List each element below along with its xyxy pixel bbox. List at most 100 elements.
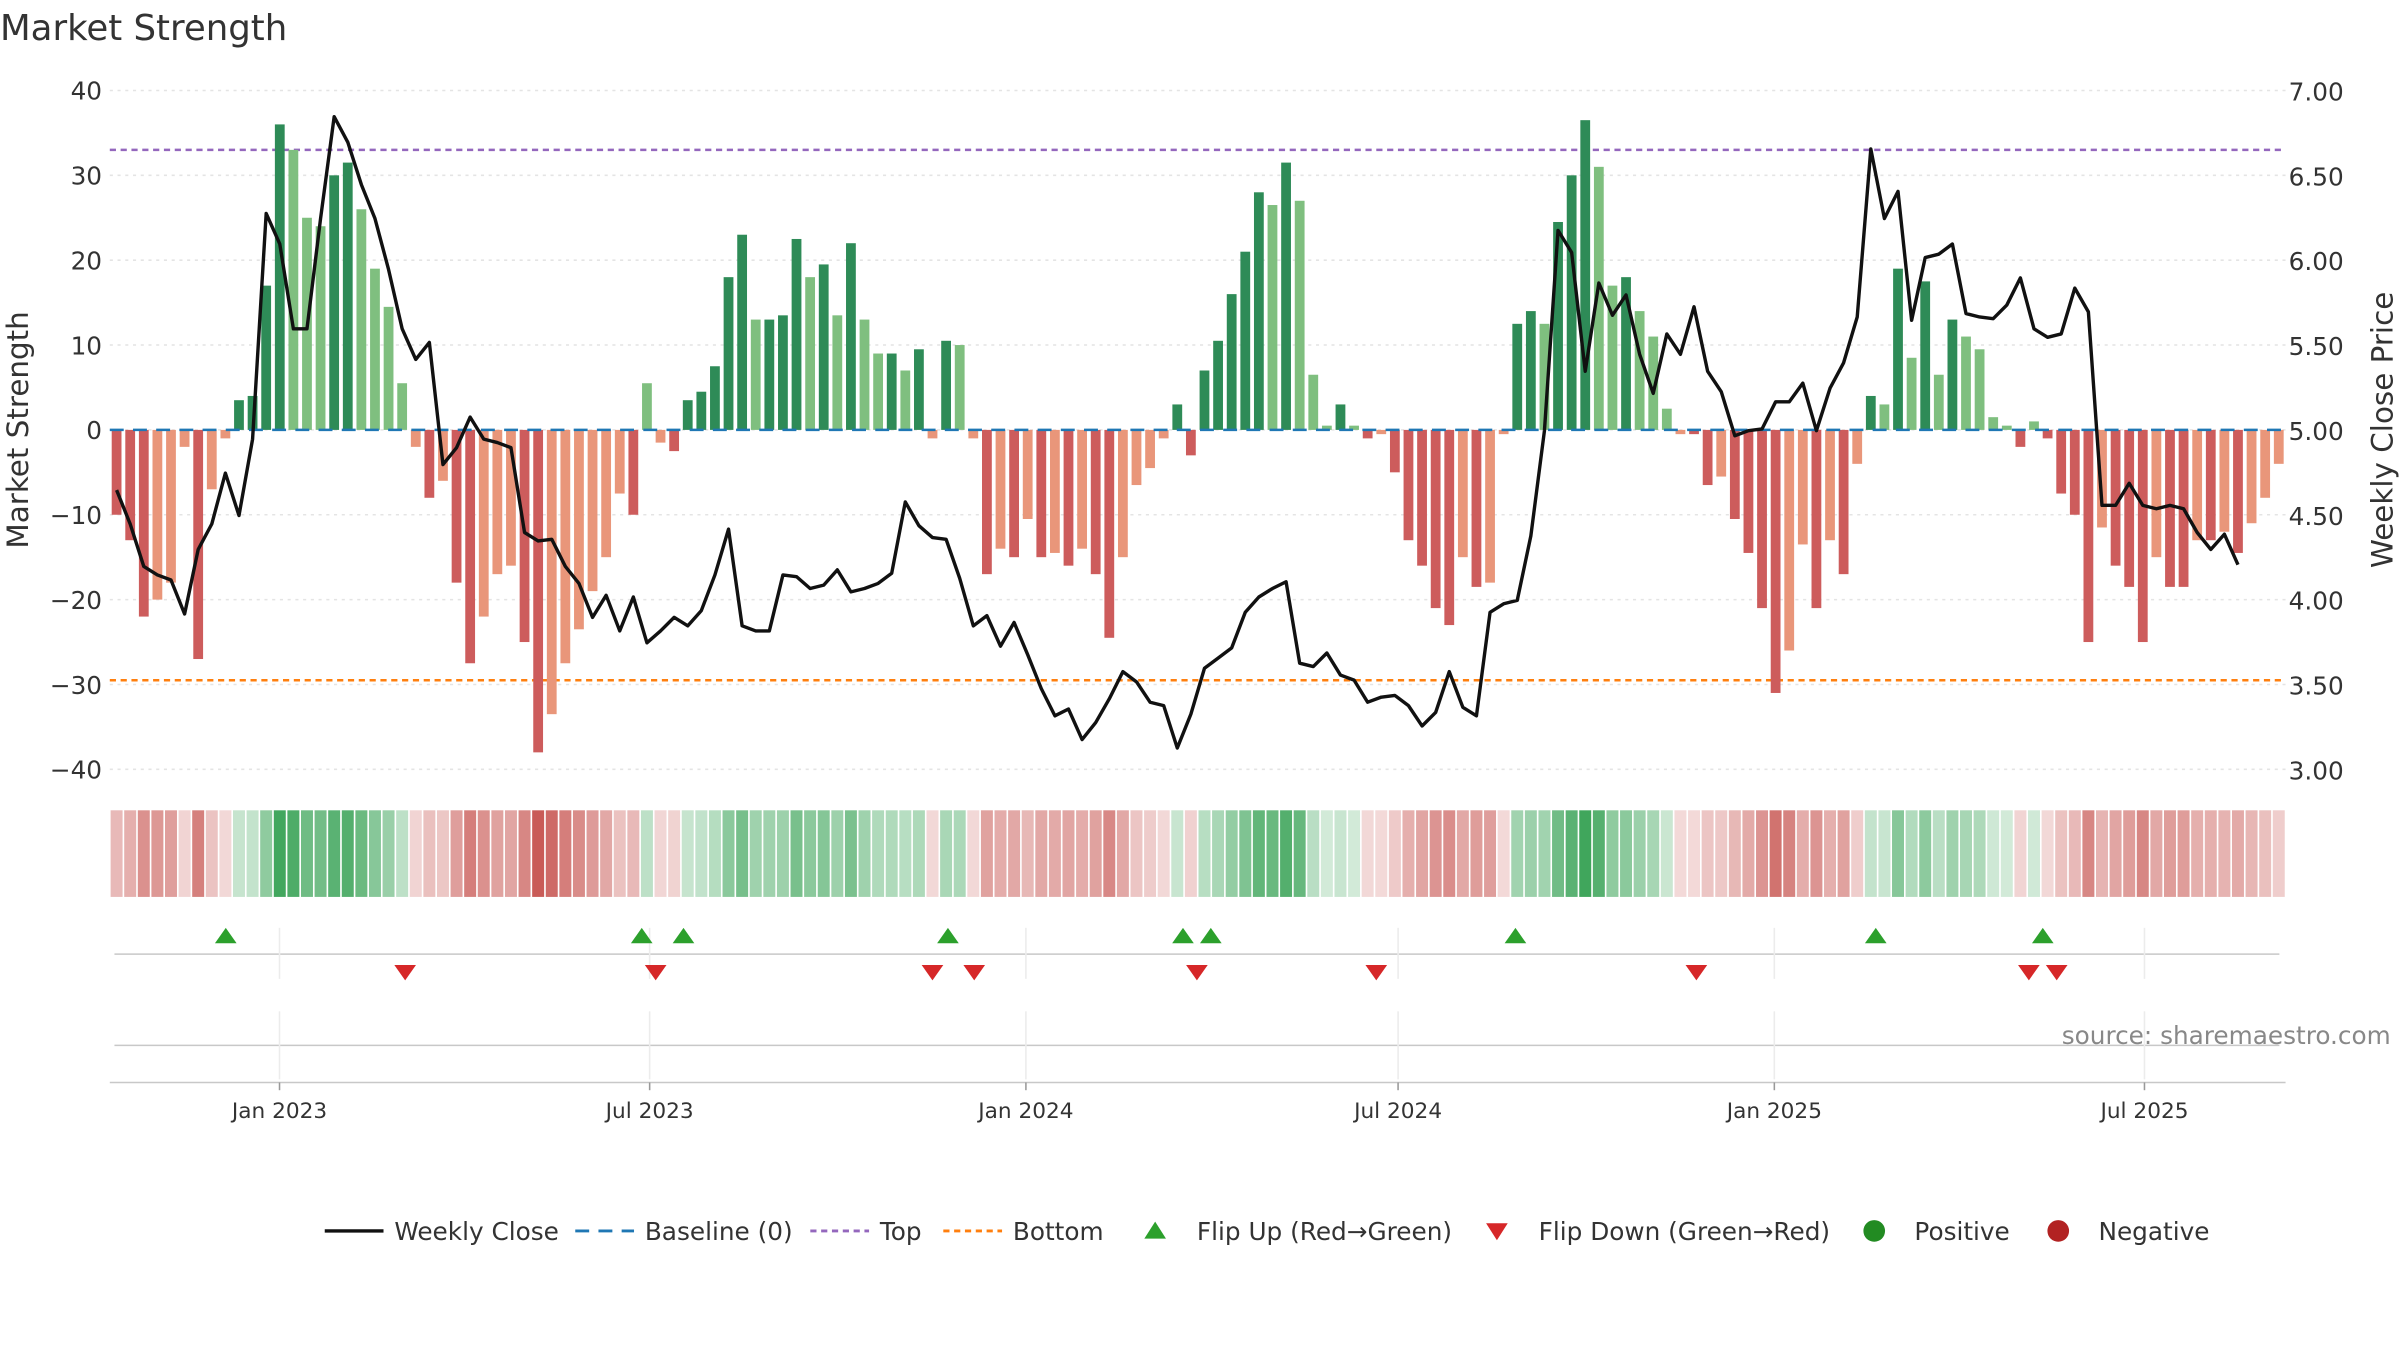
strip-cell (205, 810, 218, 897)
strip-cell (1307, 810, 1320, 897)
strip-cell (219, 810, 232, 897)
strip-cell (1932, 810, 1945, 897)
strip-cell (2191, 810, 2204, 897)
strength-bar (1512, 323, 1523, 430)
strip-cell (1592, 810, 1605, 897)
strip-cell (1280, 810, 1293, 897)
strip-cell (872, 810, 885, 897)
source-credit: source: sharemaestro.com (2062, 1021, 2391, 1050)
strength-bar (886, 353, 897, 430)
strip-cell (2204, 810, 2217, 897)
y-tick-label: −10 (50, 501, 102, 530)
strip-cell (1878, 810, 1891, 897)
flip-down-marker (1186, 964, 1208, 981)
y-tick-label: 20 (71, 246, 102, 275)
strip-cell (518, 810, 531, 897)
strength-bar (288, 149, 299, 430)
legend-negative-dot (2047, 1220, 2070, 1242)
strip-cell (912, 810, 925, 897)
strength-bar (628, 429, 639, 515)
strip-cell (287, 810, 300, 897)
strength-bar (274, 124, 285, 430)
strength-bar (2029, 421, 2039, 430)
strength-bar (1281, 162, 1291, 430)
legend-label: Weekly Close (394, 1217, 559, 1246)
strip-cell (600, 810, 613, 897)
strip-cell (1361, 810, 1374, 897)
strip-cell (586, 810, 599, 897)
strength-bars (111, 120, 2284, 753)
strength-bar (1689, 429, 1699, 435)
strip-cell (2096, 810, 2108, 897)
strength-bar (723, 277, 734, 430)
left-axis: 40 30 20 10 0 −10 −20 −30 −40 (50, 77, 102, 785)
strength-bar (574, 429, 584, 630)
strip-cell (450, 810, 463, 897)
strength-bar (1117, 429, 1128, 558)
strength-bar (2042, 429, 2053, 439)
strength-bar (506, 429, 516, 566)
strip-cell (613, 810, 626, 897)
legend-label: Top (879, 1217, 922, 1246)
strength-bar (1661, 408, 1672, 430)
strength-bar (764, 319, 775, 430)
strength-bar (1158, 429, 1169, 439)
strip-cell (763, 810, 776, 897)
strip-cell (940, 810, 953, 897)
strip-cell (1021, 810, 1034, 897)
strip-cell (1348, 810, 1361, 897)
strip-cell (722, 810, 735, 897)
markers-panel (114, 1011, 2280, 1080)
strength-bar (2110, 429, 2121, 566)
strip-cell (1538, 810, 1551, 897)
strip-cell (2028, 810, 2040, 897)
strip-cell (300, 810, 313, 897)
strip-cell (2163, 810, 2176, 897)
strip-cell (1184, 810, 1197, 897)
strip-cell (953, 810, 966, 897)
flip-up-marker (2031, 927, 2054, 944)
strength-bar (1457, 429, 1468, 558)
strength-bar (2097, 429, 2107, 528)
strip-cell (1144, 810, 1157, 897)
strip-cell (831, 810, 844, 897)
x-tick-label: Jul 2025 (2098, 1099, 2188, 1124)
strength-bar (1607, 285, 1618, 430)
strength-bar (1077, 429, 1087, 549)
legend-flip-down-icon (1486, 1223, 1508, 1241)
strip-cell (2177, 810, 2190, 897)
strip-cell (1769, 810, 1782, 897)
strength-bar (519, 429, 530, 643)
strength-bar (791, 238, 802, 430)
strip-cell (382, 810, 395, 897)
strip-cell (1715, 810, 1728, 897)
strength-bar (1580, 120, 1591, 430)
strength-bar (2219, 429, 2230, 532)
strength-bar (1172, 404, 1183, 430)
y-tick-label: 0 (86, 416, 102, 445)
strength-bar (1131, 429, 1142, 486)
strength-bar (832, 315, 843, 430)
strength-bar (669, 429, 680, 452)
strip-cell (1742, 810, 1755, 897)
strip-cell (2055, 810, 2068, 897)
strip-cell (1225, 810, 1238, 897)
strength-bar (1199, 370, 1210, 430)
strength-bar (1145, 429, 1155, 469)
flip-down-marker (1685, 964, 1708, 981)
flip-up-marker (214, 927, 237, 944)
y-tick-label: −40 (50, 756, 102, 785)
strip-cell (355, 810, 368, 897)
strength-bar (1947, 319, 1958, 430)
strength-bar (1185, 429, 1196, 456)
strip-cell (1293, 810, 1306, 897)
strength-bar (1988, 417, 1999, 430)
y-tick-label: 40 (71, 77, 102, 106)
strip-cell (708, 810, 721, 897)
strength-bar (1063, 429, 1074, 566)
strength-bar (193, 429, 204, 660)
strength-bar (873, 353, 884, 430)
strength-bar (1485, 429, 1495, 583)
strip-cell (559, 810, 572, 897)
strength-bar (900, 370, 911, 430)
